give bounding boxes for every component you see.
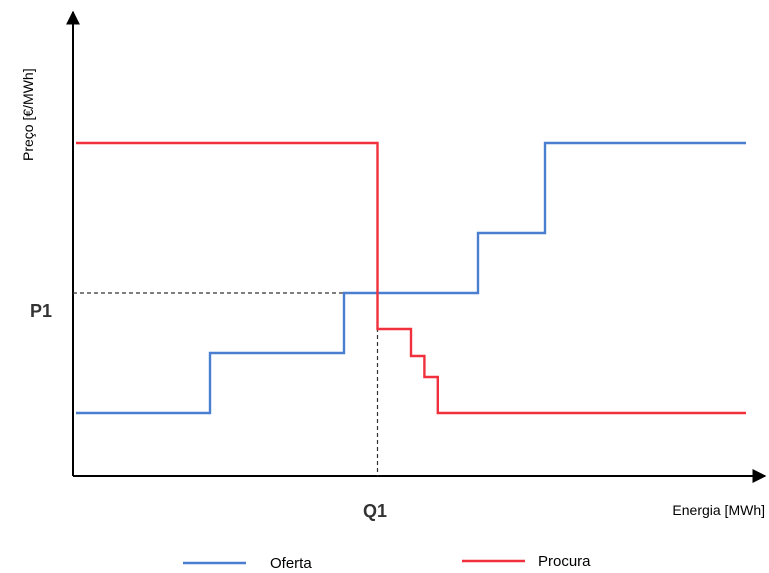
series-line-procura [76, 141, 746, 415]
q1-label: Q1 [363, 501, 387, 521]
y-axis-label: Preço [€/MWh] [20, 68, 36, 161]
p1-label: P1 [30, 301, 52, 321]
legend-label-oferta: Oferta [270, 555, 312, 572]
legend-label-procura: Procura [538, 553, 591, 570]
legend: Oferta Procura [183, 553, 591, 572]
series-lines [76, 141, 746, 415]
x-axis-label: Energia [MWh] [672, 502, 765, 518]
reference-lines [73, 292, 379, 476]
series-line-oferta [76, 141, 746, 415]
